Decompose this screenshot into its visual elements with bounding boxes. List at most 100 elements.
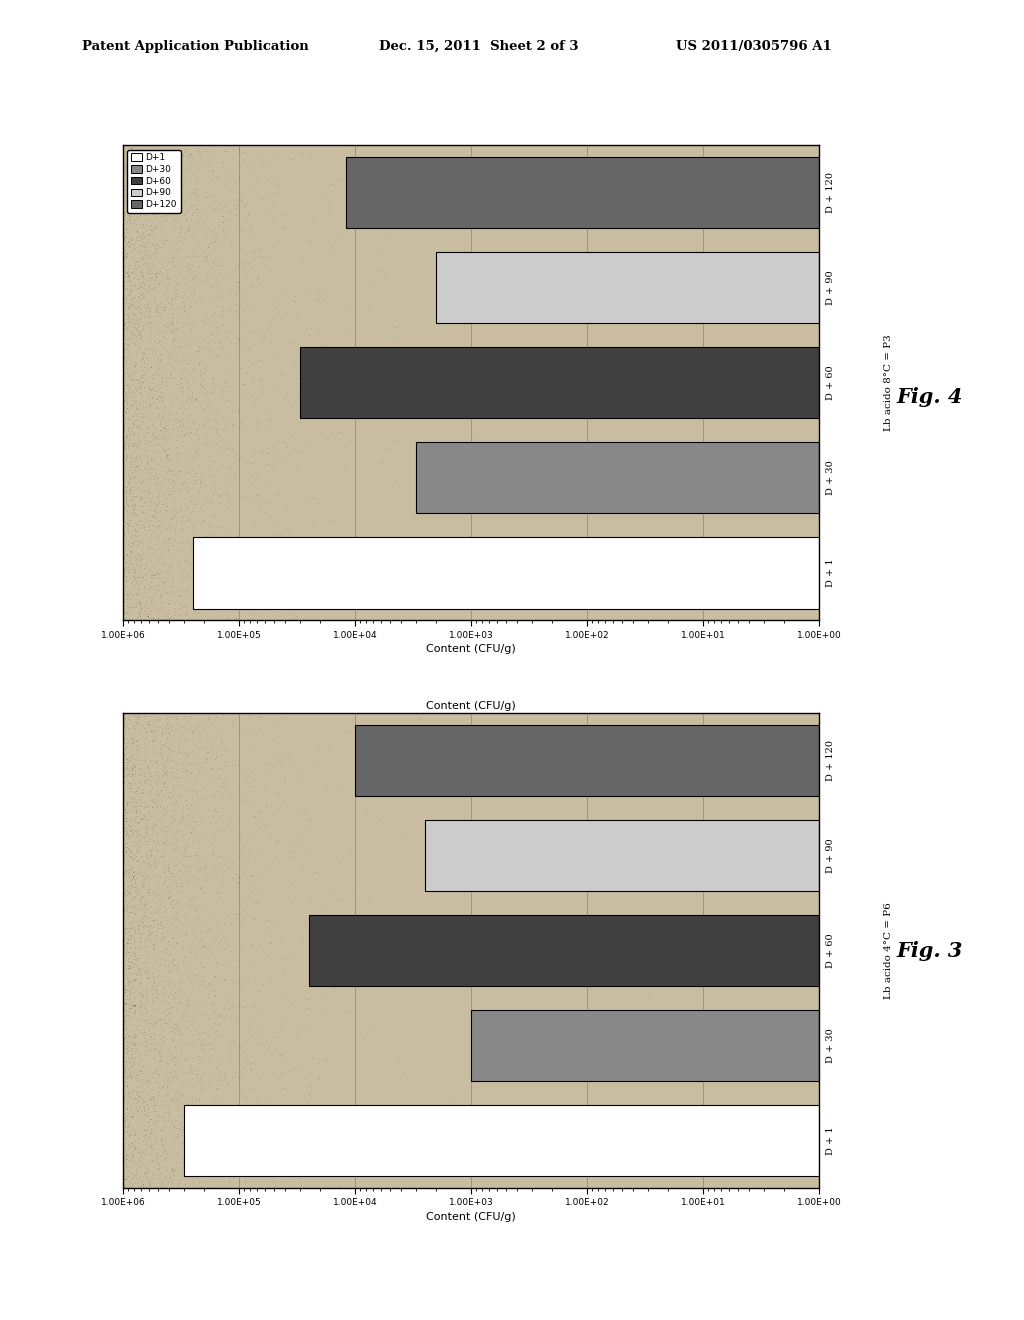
Point — [153, 867, 169, 888]
Point — [125, 715, 141, 737]
Point — [128, 845, 144, 866]
Point — [210, 1026, 226, 1047]
Point — [139, 1093, 156, 1114]
Point — [409, 928, 425, 949]
Point — [118, 556, 134, 577]
Point — [201, 771, 217, 792]
Point — [175, 1162, 191, 1183]
Point — [158, 446, 174, 467]
Point — [156, 440, 172, 461]
Point — [323, 968, 339, 989]
Point — [167, 809, 183, 830]
Point — [170, 979, 186, 1001]
Point — [117, 326, 133, 347]
Point — [158, 366, 174, 387]
Point — [118, 1071, 134, 1092]
Point — [193, 1142, 209, 1163]
Point — [198, 381, 214, 403]
Point — [137, 830, 154, 851]
Point — [161, 846, 177, 867]
Point — [119, 385, 135, 407]
Point — [144, 909, 161, 931]
Point — [129, 812, 145, 833]
Point — [134, 986, 151, 1007]
Point — [141, 516, 158, 537]
Point — [274, 432, 291, 453]
Point — [212, 1006, 228, 1027]
Point — [117, 227, 133, 248]
Point — [239, 725, 255, 746]
Point — [155, 531, 171, 552]
Point — [128, 345, 144, 366]
Point — [189, 442, 206, 463]
Point — [129, 838, 145, 859]
Point — [123, 1133, 139, 1154]
Point — [208, 317, 224, 338]
Point — [118, 841, 134, 862]
Point — [186, 264, 203, 285]
Point — [247, 486, 263, 507]
Point — [117, 1110, 133, 1131]
Point — [144, 219, 161, 240]
Point — [227, 1130, 244, 1151]
Point — [176, 296, 193, 317]
Point — [150, 607, 166, 628]
Point — [133, 329, 150, 350]
Point — [184, 473, 201, 494]
Point — [147, 302, 164, 323]
Point — [147, 1152, 164, 1173]
Point — [120, 928, 136, 949]
Point — [134, 833, 151, 854]
Point — [131, 557, 147, 578]
Point — [219, 326, 236, 347]
Point — [142, 789, 159, 810]
Point — [174, 1006, 190, 1027]
Point — [196, 718, 212, 739]
Point — [144, 277, 161, 298]
Point — [146, 1089, 163, 1110]
Point — [158, 205, 174, 226]
Point — [301, 1084, 317, 1105]
Point — [161, 479, 177, 500]
Point — [117, 312, 133, 333]
Point — [155, 821, 171, 842]
Point — [182, 314, 199, 335]
Point — [237, 194, 253, 215]
Point — [142, 1086, 159, 1107]
Point — [176, 903, 193, 924]
Point — [132, 789, 148, 810]
Point — [196, 510, 212, 531]
Point — [134, 319, 151, 341]
Point — [316, 289, 333, 310]
Point — [150, 301, 166, 322]
Point — [124, 380, 140, 401]
Point — [119, 1076, 135, 1097]
Point — [123, 994, 139, 1015]
Point — [165, 863, 181, 884]
Point — [200, 936, 216, 957]
Point — [178, 399, 195, 420]
Point — [122, 541, 138, 562]
Point — [170, 795, 186, 816]
Point — [187, 186, 204, 207]
Point — [128, 525, 144, 546]
Point — [133, 550, 150, 572]
Point — [127, 409, 143, 430]
Point — [224, 756, 241, 777]
Point — [170, 1078, 186, 1100]
Point — [119, 1098, 135, 1119]
Point — [226, 609, 243, 630]
Point — [130, 1142, 146, 1163]
Point — [171, 850, 187, 871]
Point — [166, 506, 182, 527]
Point — [122, 1100, 138, 1121]
Point — [143, 962, 160, 983]
Point — [120, 1028, 136, 1049]
Point — [126, 995, 142, 1016]
Point — [169, 818, 185, 840]
Point — [136, 869, 153, 890]
Point — [116, 469, 132, 490]
Point — [190, 352, 207, 374]
Point — [294, 566, 310, 587]
Point — [121, 925, 137, 946]
